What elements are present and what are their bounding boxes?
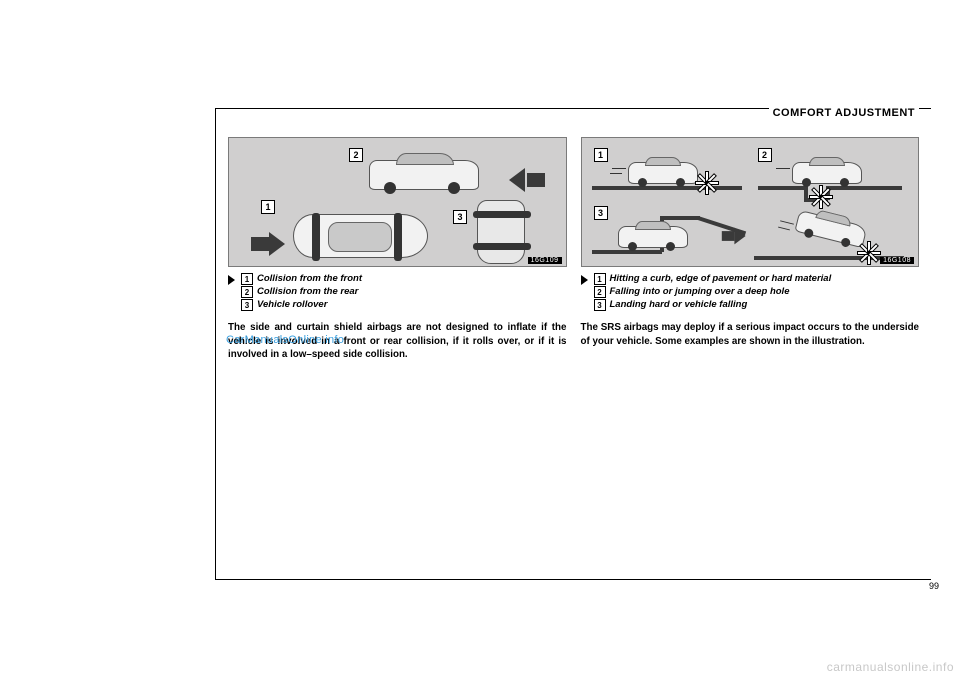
caption-item: 2 Collision from the rear [241,286,567,299]
right-column: 1 2 3 [581,137,920,361]
motion-line [776,168,790,169]
figure-left: 2 1 3 16G109 [228,137,567,267]
body-text-right: The SRS airbags may deploy if a serious … [581,321,920,347]
callout-3r: 3 [594,206,608,220]
caption-list-left: 1 Collision from the front 2 Collision f… [241,273,567,311]
triangle-bullet-icon [228,275,235,285]
callout-1: 1 [261,200,275,214]
impact-burst-icon [858,244,878,264]
car-side-illustration [369,160,479,190]
car-small-illustration [618,226,688,248]
caption-text: Hitting a curb, edge of pavement or hard… [610,273,832,286]
manual-page: COMFORT ADJUSTMENT 2 1 3 [215,108,931,580]
car-small-illustration [628,162,698,184]
caption-left: 1 Collision from the front 2 Collision f… [228,273,567,311]
caption-item: 1 Hitting a curb, edge of pavement or ha… [594,273,920,286]
caption-number-box: 3 [241,299,253,311]
ground-line [592,186,742,190]
motion-line [610,173,622,174]
impact-burst-icon [696,174,716,194]
two-column-layout: 2 1 3 16G109 1 [216,137,931,361]
ground-line [592,250,662,254]
ground-line [758,186,806,190]
motion-line [612,168,626,169]
figure-id-left: 16G109 [528,257,562,264]
arrow-right-icon [269,232,285,256]
arrow-right-icon [734,228,745,245]
car-underside-illustration [477,200,525,264]
caption-item: 2 Falling into or jumping over a deep ho… [594,286,920,299]
motion-line [778,227,790,231]
caption-text: Landing hard or vehicle falling [610,299,748,312]
caption-item: 3 Vehicle rollover [241,299,567,312]
car-small-illustration [794,210,867,248]
caption-list-right: 1 Hitting a curb, edge of pavement or ha… [594,273,920,311]
car-small-illustration [792,162,862,184]
caption-number-box: 1 [241,273,253,285]
callout-3: 3 [453,210,467,224]
caption-number-box: 3 [594,299,606,311]
arrow-left-icon [509,168,525,192]
page-number: 99 [929,581,939,591]
caption-text: Vehicle rollover [257,299,327,312]
figure-right: 1 2 3 [581,137,920,267]
callout-2r: 2 [758,148,772,162]
left-column: 2 1 3 16G109 1 [228,137,567,361]
callout-1r: 1 [594,148,608,162]
caption-text: Collision from the front [257,273,362,286]
ground-line [828,186,902,190]
car-top-illustration [293,214,428,258]
motion-line [780,220,794,224]
caption-text: Falling into or jumping over a deep hole [610,286,790,299]
caption-number-box: 2 [594,286,606,298]
watermark-left: CarManualsOnline.info [226,334,344,346]
figure-id-right: 16G108 [880,257,914,264]
watermark-bottom: carmanualsonline.info [827,660,954,674]
caption-number-box: 1 [594,273,606,285]
caption-text: Collision from the rear [257,286,358,299]
caption-item: 3 Landing hard or vehicle falling [594,299,920,312]
impact-burst-icon [810,188,830,208]
triangle-bullet-icon [581,275,588,285]
caption-right: 1 Hitting a curb, edge of pavement or ha… [581,273,920,311]
ground-line [660,216,700,220]
caption-item: 1 Collision from the front [241,273,567,286]
callout-2: 2 [349,148,363,162]
caption-number-box: 2 [241,286,253,298]
section-header: COMFORT ADJUSTMENT [769,107,919,119]
